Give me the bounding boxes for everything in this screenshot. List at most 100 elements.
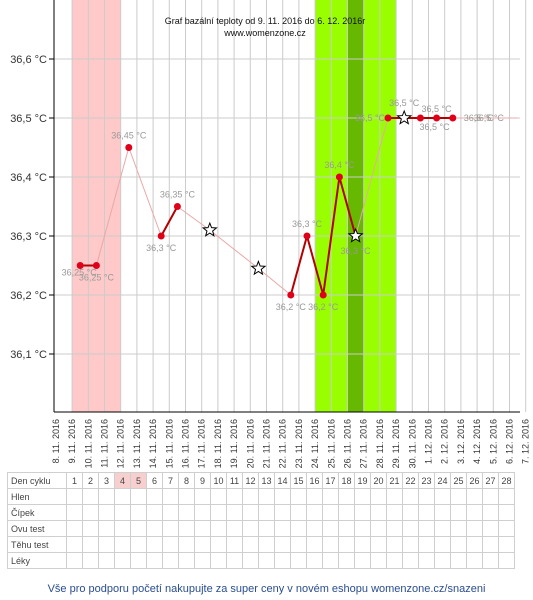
cycle-entry-cell bbox=[434, 536, 451, 553]
cycle-entry-cell bbox=[114, 536, 131, 553]
menstruation-band bbox=[72, 0, 121, 412]
cycle-day-cell: 18 bbox=[338, 472, 355, 489]
cycle-entry-cell bbox=[242, 536, 259, 553]
fertile-peak-band bbox=[347, 0, 364, 412]
x-tick-label: 28. 11. 2016 bbox=[375, 419, 385, 468]
cycle-entry-cell bbox=[274, 520, 291, 537]
cycle-entry-cell bbox=[370, 504, 387, 521]
cycle-entry-cell bbox=[466, 520, 483, 537]
cycle-entry-cell bbox=[66, 488, 83, 505]
cycle-entry-cell bbox=[386, 520, 403, 537]
y-tick-label: 36,1 °C bbox=[10, 349, 47, 361]
y-tick-label: 36,3 °C bbox=[10, 231, 47, 243]
cycle-entry-cell bbox=[274, 552, 291, 569]
cycle-entry-cell bbox=[338, 488, 355, 505]
cycle-day-cell: 1 bbox=[66, 472, 83, 489]
temperature-point bbox=[92, 262, 100, 269]
temperature-segment bbox=[258, 268, 292, 296]
cycle-day-cell: 23 bbox=[418, 472, 435, 489]
cycle-entry-cell bbox=[354, 552, 371, 569]
cycle-day-cell: 14 bbox=[274, 472, 291, 489]
cycle-entry-cell bbox=[194, 488, 211, 505]
cycle-entry-cell bbox=[258, 504, 275, 521]
temperature-point-label: 36,5 °C bbox=[422, 104, 453, 114]
temperature-point-label: 36,35 °C bbox=[160, 190, 196, 200]
cycle-entry-cell bbox=[498, 488, 515, 505]
temperature-point bbox=[433, 114, 441, 122]
cycle-entry-cell bbox=[418, 488, 435, 505]
cycle-entry-cell bbox=[290, 520, 307, 537]
x-tick-label: 19. 11. 2016 bbox=[229, 419, 239, 468]
cycle-day-cell: 5 bbox=[130, 472, 147, 489]
shop-promo-text: Vše pro podporu početí nakupujte za supe… bbox=[47, 583, 486, 595]
temperature-star-marker bbox=[201, 221, 218, 237]
temperature-point-label: 36,25 °C bbox=[62, 268, 98, 278]
temperature-point bbox=[173, 203, 181, 210]
cycle-entry-cell bbox=[418, 504, 435, 521]
basal-temperature-chart: 36,25 °C36,25 °C 36,45 °C 36,3 °C 36,35 °C 3… bbox=[10, 0, 531, 468]
cycle-table-row-label: Léky bbox=[7, 552, 67, 569]
cycle-day-cell: 27 bbox=[482, 472, 499, 489]
temperature-point bbox=[303, 232, 311, 240]
cycle-entry-cell bbox=[434, 488, 451, 505]
cycle-entry-cell bbox=[98, 536, 115, 553]
x-tick-label: 22. 11. 2016 bbox=[278, 419, 288, 468]
x-tick-label: 17. 11. 2016 bbox=[197, 419, 207, 468]
temperature-point-label: 36,2 °C bbox=[308, 302, 339, 312]
temperature-point-label: 36,3 °C bbox=[292, 219, 323, 229]
y-tick-label: 36,6 °C bbox=[10, 54, 47, 66]
cycle-entry-cell bbox=[386, 504, 403, 521]
cycle-day-cell: 28 bbox=[498, 472, 515, 489]
cycle-table-row-label: Ovu test bbox=[7, 520, 67, 537]
x-axis: 8. 11. 2016 9. 11. 2016 10. 11. 2016 11. 11… bbox=[51, 411, 531, 468]
cycle-entry-cell bbox=[146, 520, 163, 537]
x-tick-label: 13. 11. 2016 bbox=[132, 419, 142, 468]
cycle-entry-cell bbox=[370, 536, 387, 553]
cycle-entry-cell bbox=[402, 520, 419, 537]
cycle-day-cell: 9 bbox=[194, 472, 211, 489]
cycle-entry-cell bbox=[290, 536, 307, 553]
x-tick-label: 25. 11. 2016 bbox=[326, 419, 336, 468]
cycle-entry-cell bbox=[130, 552, 147, 569]
cycle-day-cell: 10 bbox=[210, 472, 227, 489]
cycle-day-cell: 19 bbox=[354, 472, 371, 489]
cycle-entry-cell bbox=[370, 552, 387, 569]
x-tick-label: 20. 11. 2016 bbox=[245, 419, 255, 468]
temperature-point-label: 36,2 °C bbox=[276, 302, 307, 312]
y-tick-label: 36,5 °C bbox=[10, 113, 47, 125]
cycle-entry-cell bbox=[194, 552, 211, 569]
cycle-entry-cell bbox=[466, 504, 483, 521]
y-tick-label: 36,2 °C bbox=[10, 290, 47, 302]
cycle-entry-cell bbox=[482, 536, 499, 553]
cycle-entry-cell bbox=[82, 504, 99, 521]
cycle-day-cell: 12 bbox=[242, 472, 259, 489]
cycle-entry-cell bbox=[434, 504, 451, 521]
temperature-point bbox=[416, 114, 424, 122]
x-tick-label: 8. 11. 2016 bbox=[51, 419, 61, 463]
cycle-entry-cell bbox=[194, 504, 211, 521]
cycle-table-row-label: Hlen bbox=[7, 488, 67, 505]
cycle-entry-cell bbox=[306, 504, 323, 521]
temperature-star-marker bbox=[347, 227, 364, 243]
temperature-point bbox=[335, 173, 343, 181]
temperature-point-label: 36,5 °C bbox=[474, 113, 505, 123]
cycle-entry-cell bbox=[402, 488, 419, 505]
cycle-entry-cell bbox=[146, 552, 163, 569]
cycle-entry-cell bbox=[370, 520, 387, 537]
cycle-entry-cell bbox=[226, 536, 243, 553]
cycle-entry-cell bbox=[306, 552, 323, 569]
cycle-entry-cell bbox=[466, 536, 483, 553]
temperature-segment bbox=[338, 176, 357, 237]
temperature-segment bbox=[128, 147, 162, 237]
cycle-entry-cell bbox=[386, 488, 403, 505]
temperature-lines bbox=[80, 117, 518, 296]
cycle-entry-cell bbox=[434, 520, 451, 537]
cycle-entry-cell bbox=[338, 536, 355, 553]
x-tick-label: 6. 12. 2016 bbox=[505, 419, 515, 464]
temperature-point-label: 36,5 °C bbox=[355, 113, 386, 123]
cycle-entry-cell bbox=[338, 504, 355, 521]
cycle-day-cell: 8 bbox=[178, 472, 195, 489]
cycle-table-row-label: Den cyklu bbox=[7, 472, 67, 489]
cycle-day-cell: 13 bbox=[258, 472, 275, 489]
cycle-entry-cell bbox=[162, 520, 179, 537]
